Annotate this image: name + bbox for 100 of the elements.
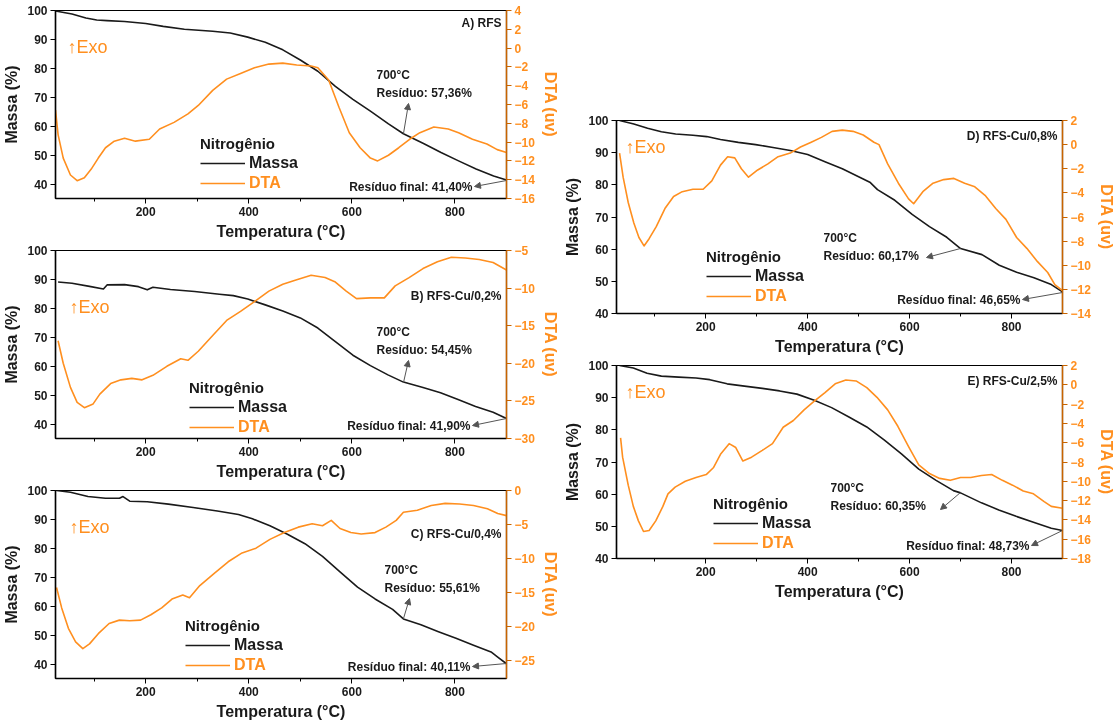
y2-tick-label: −20 [514, 356, 536, 371]
y2-tick-label: −2 [1070, 162, 1085, 177]
y2-axis-title: DTA (uv) [1097, 429, 1115, 495]
x-tick-label: 200 [135, 684, 157, 699]
y2-tick-label: −6 [1070, 210, 1085, 225]
y2-tick-label: −16 [1070, 532, 1092, 547]
y2-tick-label: 2 [1070, 114, 1078, 128]
annotation: ↑Exo [625, 136, 666, 157]
legend-title: Nitrogênio [706, 248, 782, 265]
y-tick-label: 80 [595, 178, 609, 193]
x-tick-label: 400 [238, 684, 260, 699]
legend-label: DTA [762, 534, 794, 552]
x-tick-label: 600 [341, 204, 363, 219]
x-tick-label: 400 [238, 444, 260, 459]
annotation: Resíduo final: 41,90% [347, 418, 471, 433]
y-tick-label: 80 [34, 61, 48, 76]
y-tick-label: 100 [27, 244, 48, 258]
y2-axis-title: DTA (uv) [1097, 184, 1115, 250]
annotation: Resíduo final: 40,11% [347, 659, 471, 674]
x-tick-label: 600 [341, 444, 363, 459]
y-tick-label: 100 [588, 359, 609, 373]
y2-tick-label: 2 [514, 22, 522, 37]
annotation: 700°C Resíduo: 55,61% [384, 562, 481, 596]
x-axis-title: Temperatura (°C) [775, 582, 904, 600]
y2-axis-title: DTA (uv) [541, 551, 559, 617]
y-tick-label: 100 [27, 4, 48, 18]
annotation: 700°C Resíduo: 60,35% [830, 480, 927, 514]
legend-label: DTA [755, 287, 787, 305]
y-tick-label: 60 [34, 119, 48, 134]
y-tick-label: 40 [595, 552, 609, 566]
annotation: ↑Exo [69, 516, 110, 537]
y-axis-title: Massa (%) [3, 305, 21, 384]
y-tick-label: 50 [34, 388, 48, 403]
y-tick-label: 60 [34, 599, 48, 614]
y2-tick-label: 0 [1070, 378, 1078, 393]
y-axis-title: Massa (%) [3, 545, 21, 624]
y2-tick-label: −10 [1070, 258, 1092, 273]
y2-tick-label: −25 [514, 653, 536, 668]
y2-tick-label: −8 [514, 116, 529, 131]
text: B) RFS-Cu/0,2% [410, 288, 502, 303]
annotation: 700°C Resíduo: 57,36% [376, 67, 473, 101]
y-tick-label: 90 [34, 32, 48, 47]
x-axis-title: Temperatura (°C) [775, 337, 904, 355]
y-tick-label: 80 [595, 423, 609, 438]
y2-tick-label: −18 [1070, 552, 1092, 566]
text: C) RFS-Cu/0,4% [410, 526, 502, 541]
x-tick-label: 200 [695, 564, 717, 579]
legend-label: DTA [238, 418, 270, 436]
y-tick-label: 40 [34, 177, 48, 192]
y2-axis-title: DTA (uv) [541, 71, 559, 137]
legend-label: DTA [249, 174, 281, 192]
y-tick-label: 40 [595, 307, 609, 321]
annotation: ↑Exo [67, 36, 108, 57]
y-tick-label: 90 [34, 272, 48, 287]
y-tick-label: 60 [34, 359, 48, 374]
y2-tick-label: −6 [514, 98, 529, 112]
x-tick-label: 600 [341, 684, 363, 699]
y-tick-label: 70 [34, 90, 48, 105]
x-tick-label: 600 [899, 319, 920, 334]
y-tick-label: 60 [595, 242, 609, 257]
y2-tick-label: 0 [514, 41, 522, 56]
y2-tick-label: −12 [1070, 494, 1092, 509]
y-tick-label: 90 [595, 391, 609, 406]
y2-tick-label: −8 [1070, 234, 1085, 249]
y-tick-label: 80 [34, 541, 48, 556]
y-tick-label: 100 [588, 114, 609, 128]
annotation: 700°C Resíduo: 54,45% [376, 324, 473, 358]
y2-tick-label: −20 [514, 619, 536, 634]
y2-tick-label: −5 [514, 244, 529, 258]
y-tick-label: 50 [595, 519, 609, 534]
y-tick-label: 40 [34, 657, 48, 672]
y-tick-label: 70 [34, 570, 48, 585]
x-axis-title: Temperatura (°C) [216, 462, 346, 480]
y-tick-label: 40 [34, 417, 48, 432]
y-axis-title: Massa (%) [564, 422, 582, 502]
legend-label: Massa [762, 514, 811, 532]
legend-label: Massa [755, 267, 804, 285]
y2-tick-label: −12 [1070, 282, 1092, 297]
y-tick-label: 70 [595, 210, 609, 225]
annotation: Resíduo final: 48,73% [906, 538, 1030, 553]
y-tick-label: 60 [595, 487, 609, 502]
line-series [57, 281, 507, 420]
y-tick-label: 90 [34, 512, 48, 527]
y2-tick-label: 4 [514, 4, 522, 18]
y2-tick-label: −10 [514, 551, 536, 566]
x-tick-label: 400 [238, 204, 260, 219]
y2-tick-label: 2 [1070, 359, 1078, 373]
line-series [55, 502, 507, 650]
annotation: ↑Exo [625, 381, 666, 402]
y2-tick-label: −10 [1070, 474, 1092, 489]
x-tick-label: 800 [1001, 319, 1022, 334]
y-tick-label: 70 [595, 455, 609, 470]
legend-title: Nitrogênio [189, 379, 265, 396]
y2-tick-label: −2 [1070, 397, 1085, 412]
x-tick-label: 800 [444, 444, 466, 459]
annotation: 700°C Resíduo: 60,17% [823, 230, 920, 264]
x-tick-label: 800 [444, 684, 466, 699]
y-tick-label: 100 [27, 484, 48, 498]
y2-tick-label: 0 [514, 484, 522, 498]
x-tick-label: 600 [899, 564, 920, 579]
